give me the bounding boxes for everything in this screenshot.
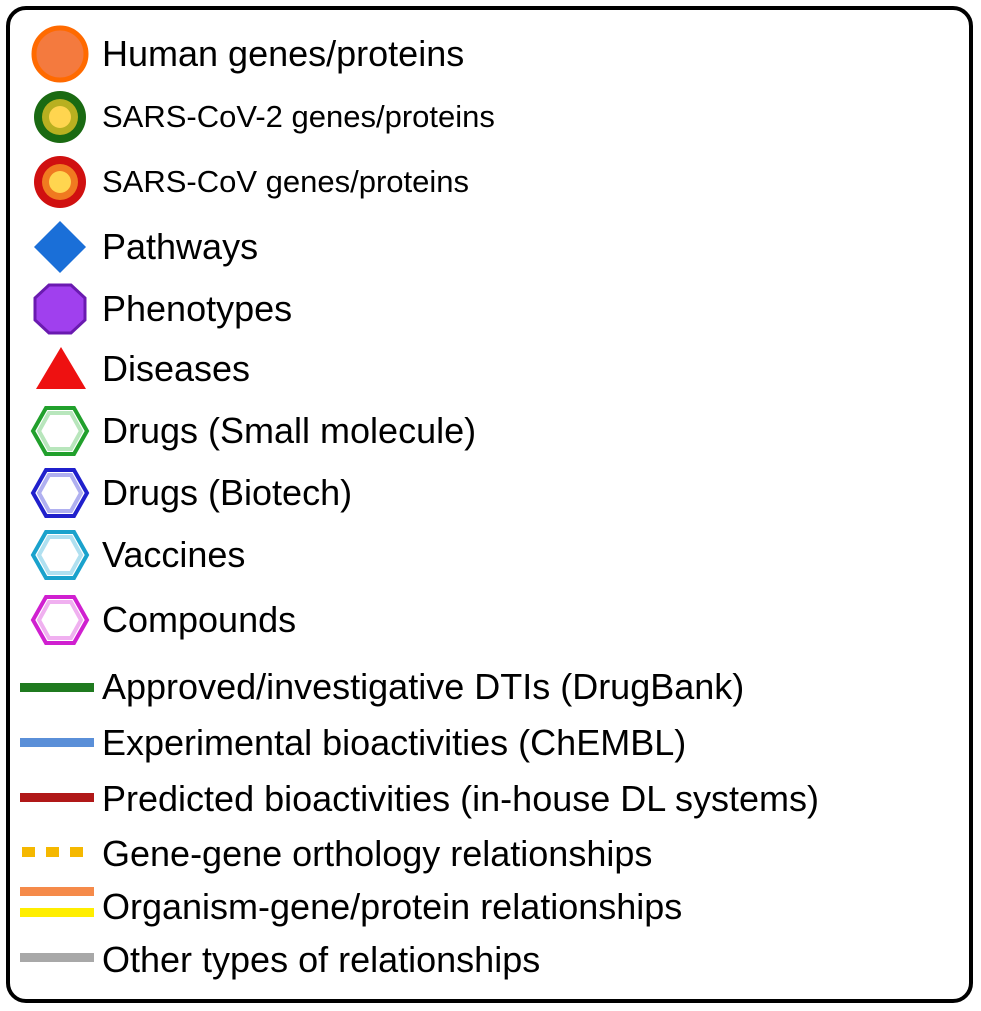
legend-label: Organism-gene/protein relationships bbox=[102, 886, 683, 927]
green-hexagon-outline-icon bbox=[24, 401, 94, 461]
gray-line-icon bbox=[20, 930, 94, 990]
legend-label: Approved/investigative DTIs (DrugBank) bbox=[102, 666, 745, 707]
blue-hexagon-outline-icon bbox=[24, 463, 94, 523]
purple-octagon-icon bbox=[24, 279, 94, 339]
legend-label: Diseases bbox=[102, 348, 251, 389]
orange-circle-icon bbox=[24, 24, 94, 84]
dark-red-line-icon bbox=[20, 769, 94, 829]
red-ring-circle-icon bbox=[24, 152, 94, 212]
legend-label: Human genes/proteins bbox=[102, 33, 465, 74]
green-line-icon bbox=[20, 657, 94, 717]
legend-label: Vaccines bbox=[102, 534, 246, 575]
red-triangle-icon bbox=[24, 339, 94, 399]
legend-label: Gene-gene orthology relationships bbox=[102, 833, 653, 874]
legend-label: Experimental bioactivities (ChEMBL) bbox=[102, 722, 687, 763]
legend-label: Drugs (Small molecule) bbox=[102, 410, 477, 451]
orange-dashed-line-icon bbox=[22, 824, 94, 884]
orange-yellow-double-line-icon bbox=[20, 877, 94, 937]
legend-label: Predicted bioactivities (in-house DL sys… bbox=[102, 778, 819, 819]
legend-label: SARS-CoV genes/proteins bbox=[102, 164, 470, 199]
legend-label: Pathways bbox=[102, 226, 259, 267]
blue-line-icon bbox=[20, 713, 94, 773]
legend-label: SARS-CoV-2 genes/proteins bbox=[102, 99, 495, 134]
legend-label: Phenotypes bbox=[102, 288, 293, 329]
green-ring-circle-icon bbox=[24, 87, 94, 147]
magenta-hexagon-outline-icon bbox=[24, 590, 94, 650]
legend-label: Compounds bbox=[102, 599, 297, 640]
blue-diamond-icon bbox=[24, 217, 94, 277]
legend-box bbox=[6, 6, 973, 1003]
legend-label: Drugs (Biotech) bbox=[102, 472, 353, 513]
cyan-hexagon-outline-icon bbox=[24, 525, 94, 585]
legend-label: Other types of relationships bbox=[102, 939, 541, 980]
